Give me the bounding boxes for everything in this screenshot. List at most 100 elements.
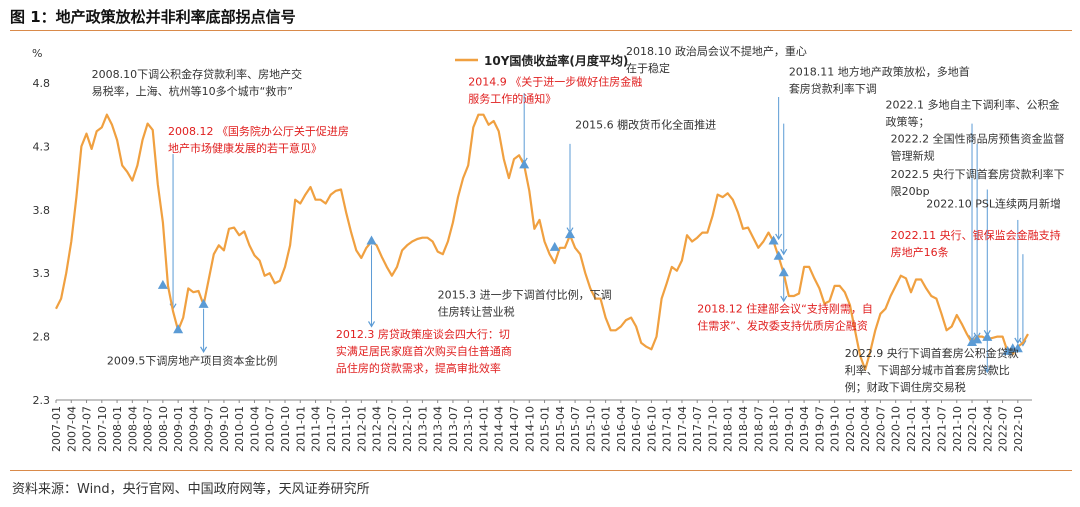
annotation-line: 在于稳定 (626, 61, 670, 75)
annotation-line: 2018.10 政治局会议不提地产，重心 (626, 44, 807, 58)
annotation-text: 2022.1 多地自主下调利率、公积金政策等； (886, 97, 1060, 128)
annotation-arrowhead (775, 233, 783, 241)
y-tick-label: 2.8 (33, 331, 51, 344)
x-tick-label: 2019-10 (829, 406, 842, 452)
x-tick-label: 2018-01 (722, 406, 735, 452)
annotation-text: 2022.11 央行、银保监会金融支持房地产16条 (891, 228, 1061, 259)
annotation-text: 2022.2 全国性商品房预售资金监督管理新规 (891, 132, 1065, 163)
x-tick-label: 2018-07 (752, 406, 765, 452)
x-tick-label: 2013-07 (447, 406, 460, 452)
x-tick-label: 2010-07 (264, 406, 277, 452)
event-marker-triangle (967, 336, 978, 346)
event-marker-triangle (549, 241, 560, 251)
event-marker-triangle (972, 334, 983, 344)
annotation-line: 地产市场健康发展的若干意见》 (168, 141, 322, 155)
annotation-line: 住房转让营业税 (438, 305, 515, 319)
annotation-line: 管理新规 (891, 149, 935, 163)
annotation-text: 2012.3 房贷政策座谈会四大行：切实满足居民家庭首次购买自住普通商品住房的贷… (336, 327, 512, 375)
x-tick-label: 2013-10 (462, 406, 475, 452)
x-tick-label: 2014-07 (508, 406, 521, 452)
series-line (55, 113, 1029, 371)
x-tick-label: 2009-04 (187, 406, 200, 452)
annotation-text: 2022.5 央行下调首套房贷款利率下限20bp (891, 167, 1065, 198)
annotation-arrowhead (780, 248, 788, 256)
source-note: 资料来源：Wind，央行官网、中国政府网等，天风证券研究所 (12, 482, 370, 497)
x-tick-label: 2011-04 (310, 406, 323, 452)
annotation-line: 利率、下调部分城市首套房贷款比 (845, 363, 1010, 377)
x-tick-label: 2013-01 (416, 406, 429, 452)
title-divider (10, 30, 1072, 31)
x-tick-label: 2018-04 (737, 406, 750, 452)
y-tick-label: 3.3 (33, 267, 51, 280)
y-unit-label: % (32, 47, 42, 60)
x-tick-label: 2015-01 (539, 406, 552, 452)
footer-divider (10, 470, 1072, 471)
annotation-line: 2022.2 全国性商品房预售资金监督 (891, 132, 1065, 146)
x-tick-label: 2022-07 (997, 406, 1010, 452)
x-tick-label: 2009-07 (203, 406, 216, 452)
x-tick-label: 2012-07 (386, 406, 399, 452)
x-tick-label: 2016-07 (630, 406, 643, 452)
event-marker-triangle (1012, 343, 1023, 353)
x-tick-label: 2021-01 (905, 406, 918, 452)
x-tick-label: 2017-01 (661, 406, 674, 452)
annotation-text: 2008.12 《国务院办公厅关于促进房地产市场健康发展的若干意见》 (168, 124, 349, 155)
x-tick-label: 2021-07 (935, 406, 948, 452)
annotation-line: 2012.3 房贷政策座谈会四大行：切 (336, 327, 510, 341)
x-tick-label: 2011-10 (340, 406, 353, 452)
x-tick-label: 2008-04 (126, 406, 139, 452)
x-tick-label: 2019-01 (783, 406, 796, 452)
x-tick-label: 2016-10 (645, 406, 658, 452)
x-tick-label: 2022-10 (1012, 406, 1025, 452)
x-tick-label: 2019-07 (813, 406, 826, 452)
annotation-arrowhead (983, 366, 991, 374)
annotation-text: 2009.5下调房地产项目资本金比例 (107, 353, 278, 367)
annotation-line: 易税率，上海、杭州等10多个城市“救市” (92, 84, 293, 98)
annotation-text: 2008.10下调公积金存贷款利率、房地产交易税率，上海、杭州等10多个城市“救… (92, 67, 303, 98)
x-tick-label: 2019-04 (798, 406, 811, 452)
annotation-text: 2022.9 央行下调首套房公积金贷款利率、下调部分城市首套房贷款比例；财政下调… (845, 346, 1019, 394)
annotation-arrowhead (368, 321, 376, 328)
annotation-text: 2018.11 地方地产政策放松，多地首套房贷款利率下调 (789, 64, 970, 95)
legend: 10Y国债收益率(月度平均) (455, 53, 628, 68)
x-tick-label: 2013-04 (432, 406, 445, 452)
annotation-line: 房地产16条 (891, 245, 949, 259)
annotation-arrowhead (780, 295, 788, 303)
x-tick-label: 2008-01 (111, 406, 124, 452)
y-tick-label: 4.8 (33, 77, 51, 90)
annotation-line: 实满足居民家庭首次购买自住普通商 (336, 344, 512, 358)
x-tick-label: 2007-04 (65, 406, 78, 452)
x-tick-label: 2008-10 (157, 406, 170, 452)
x-tick-label: 2018-10 (768, 406, 781, 452)
x-tick-label: 2008-07 (142, 406, 155, 452)
figure-title: 图 1：地产政策放松并非利率底部拐点信号 (10, 8, 296, 26)
annotation-line: 品住房的贷款需求，提高审批效率 (336, 361, 501, 375)
annotation-text: 2022.10 PSL连续两月新增 (926, 196, 1061, 210)
annotation-line: 2022.1 多地自主下调利率、公积金 (886, 97, 1060, 111)
x-tick-label: 2020-04 (859, 406, 872, 452)
annotation-line: 2015.6 棚改货币化全面推进 (575, 118, 716, 132)
legend-label: 10Y国债收益率(月度平均) (484, 53, 628, 68)
event-marker-triangle (173, 324, 184, 334)
annotation-line: 2008.12 《国务院办公厅关于促进房 (168, 124, 349, 138)
annotation-line: 2009.5下调房地产项目资本金比例 (107, 353, 278, 367)
x-tick-label: 2012-10 (401, 406, 414, 452)
event-marker-triangle (982, 331, 993, 341)
annotation-text: 2018.10 政治局会议不提地产，重心在于稳定 (626, 44, 807, 75)
event-marker-triangle (157, 279, 168, 289)
x-tick-label: 2021-10 (951, 406, 964, 452)
annotation-text: 2014.9 《关于进一步做好住房金融服务工作的通知》 (468, 75, 642, 106)
annotation-line: 服务工作的通知》 (468, 92, 556, 106)
annotation-line: 例；财政下调住房交易税 (845, 380, 966, 394)
annotation-line: 2015.3 进一步下调首付比例，下调 (438, 288, 612, 302)
chart-axes: % 2.3 2.8 3.3 3.8 4.3 4.8 2007-01 2007-04 2007-07… (32, 47, 1032, 452)
x-tick-label: 2014-01 (477, 406, 490, 452)
annotation-line: 2022.11 央行、银保监会金融支持 (891, 228, 1061, 242)
annotation-text: 2018.12 住建部会议“支持刚需，自住需求”、发改委支持优质房企融资 (697, 302, 873, 333)
event-marker-triangle (773, 250, 784, 260)
x-tick-label: 2015-04 (554, 406, 567, 452)
series-layer (55, 113, 1029, 371)
x-tick-label: 2011-01 (294, 406, 307, 452)
x-tick-label: 2010-04 (248, 406, 261, 452)
annotation-text: 2015.6 棚改货币化全面推进 (575, 118, 716, 132)
